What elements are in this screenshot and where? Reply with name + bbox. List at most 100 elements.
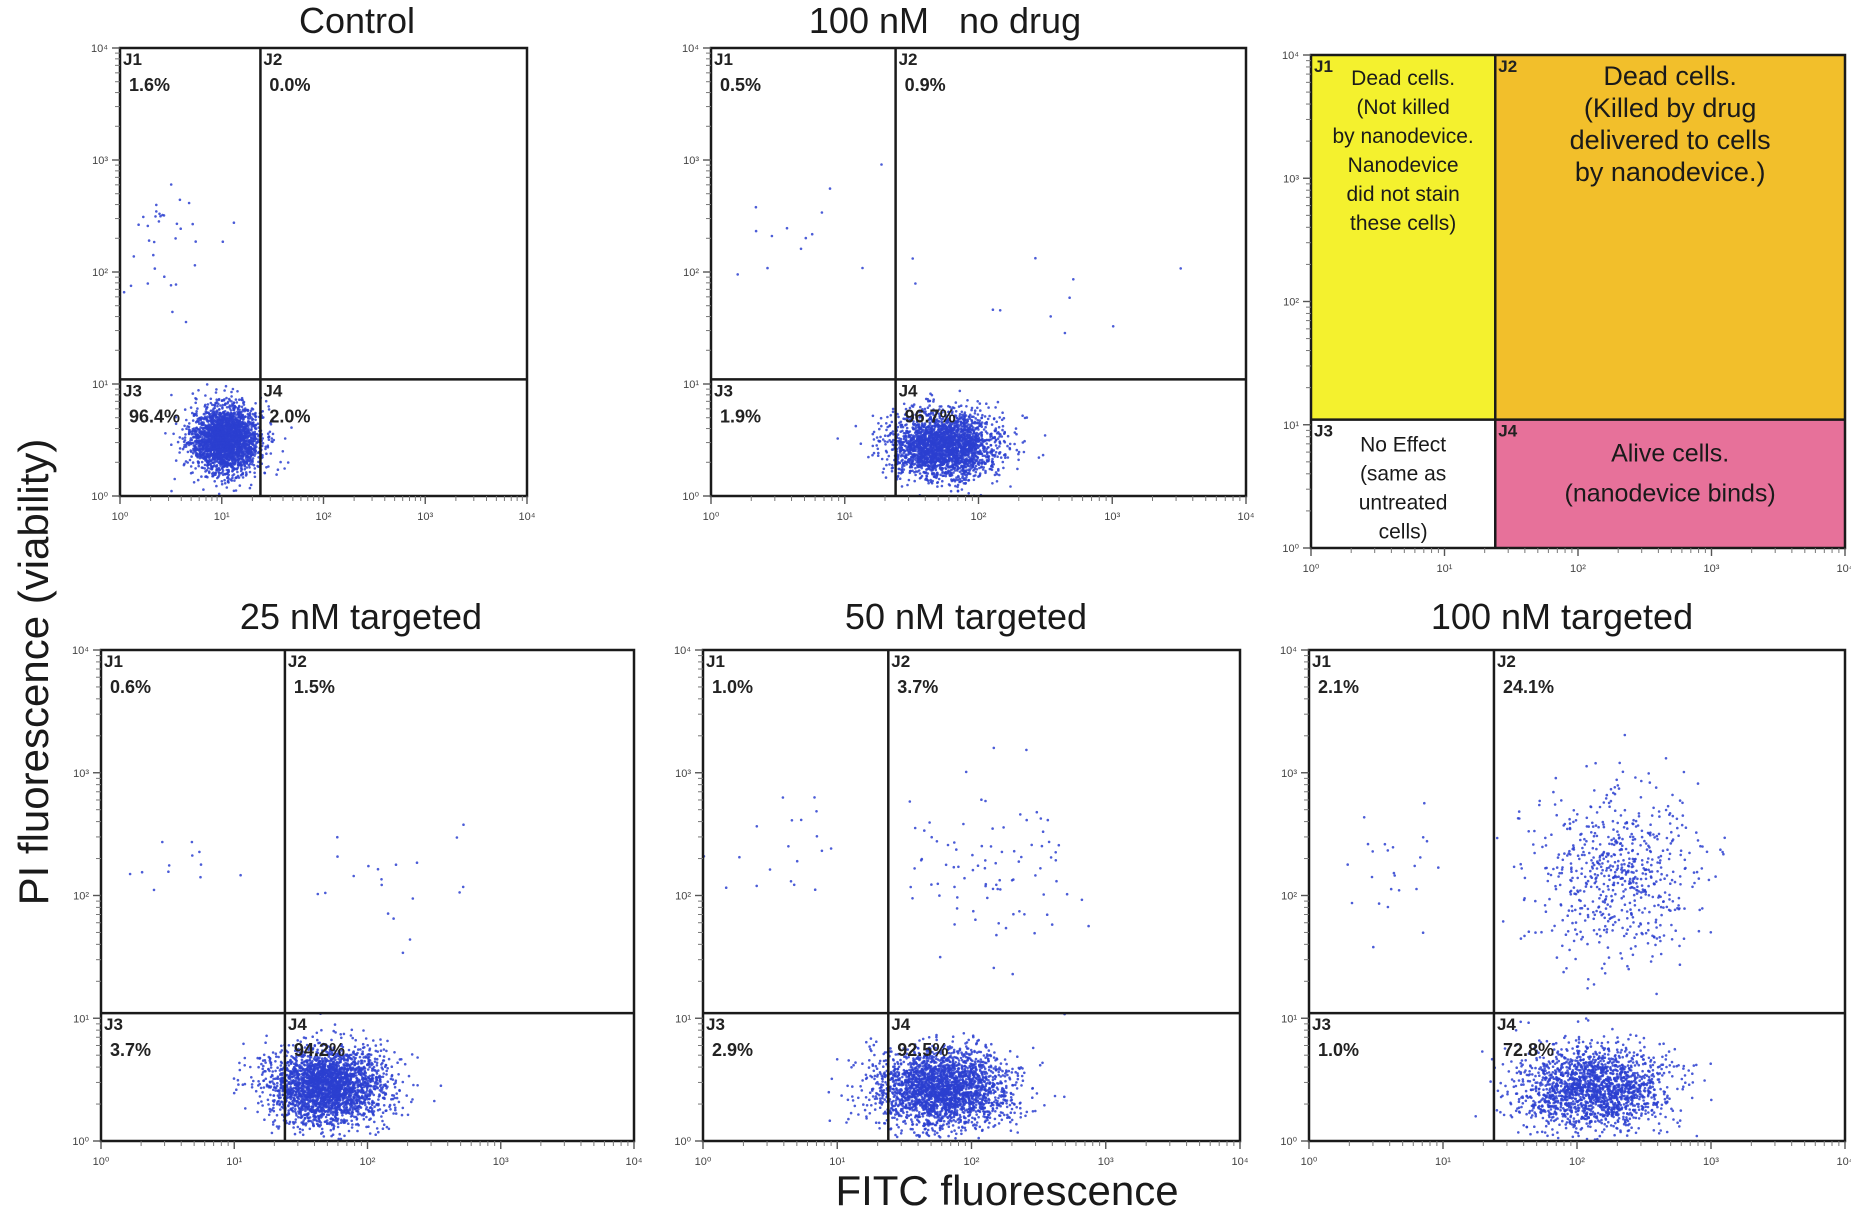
- event-point: [246, 456, 249, 459]
- event-point: [901, 429, 904, 433]
- event-point: [188, 422, 191, 425]
- event-point: [978, 419, 982, 422]
- event-point: [950, 465, 954, 469]
- event-point: [1004, 456, 1007, 460]
- event-point: [191, 392, 195, 395]
- event-point: [214, 471, 217, 475]
- event-point: [157, 220, 161, 223]
- event-point: [912, 457, 915, 461]
- event-point: [223, 398, 226, 401]
- event-point: [243, 453, 246, 456]
- event-point: [871, 414, 875, 418]
- event-point: [215, 419, 218, 422]
- event-point: [265, 452, 268, 456]
- event-point: [921, 433, 924, 437]
- event-point: [974, 428, 977, 431]
- event-point: [216, 410, 219, 414]
- event-point: [231, 474, 234, 477]
- event-point: [271, 432, 275, 436]
- event-point: [227, 463, 231, 467]
- event-point: [220, 480, 224, 483]
- quadrant-area-j4: [260, 379, 527, 496]
- event-point: [974, 464, 978, 468]
- event-point: [885, 463, 888, 467]
- event-point: [930, 461, 934, 465]
- x-tick-label: 10⁰: [112, 511, 129, 523]
- event-point: [986, 417, 990, 421]
- panel-title: 100 nM no drug: [809, 0, 1081, 41]
- event-point: [964, 482, 967, 485]
- event-point: [900, 446, 903, 450]
- event-point: [238, 484, 242, 487]
- event-point: [197, 464, 200, 468]
- event-point: [234, 398, 238, 401]
- event-point: [161, 213, 164, 217]
- event-point: [222, 441, 226, 445]
- event-point: [201, 466, 204, 470]
- event-point: [170, 443, 173, 447]
- event-point: [232, 445, 236, 449]
- event-point: [189, 406, 193, 409]
- event-point: [231, 415, 235, 418]
- event-point: [246, 409, 250, 413]
- event-point: [241, 450, 244, 454]
- quadrant-area-j1: [120, 48, 261, 380]
- event-point: [996, 446, 999, 450]
- event-point: [239, 457, 242, 460]
- event-point: [198, 456, 202, 460]
- event-point: [959, 427, 962, 431]
- event-point: [224, 421, 227, 425]
- event-point: [891, 443, 895, 446]
- event-point: [941, 479, 944, 483]
- event-point: [968, 431, 972, 434]
- event-point: [932, 400, 935, 403]
- event-point: [229, 478, 232, 481]
- event-point: [195, 410, 198, 413]
- event-point: [200, 460, 204, 464]
- event-point: [183, 408, 187, 411]
- event-point: [908, 450, 912, 454]
- quadrant-area-j2: [260, 48, 527, 380]
- event-point: [1013, 442, 1016, 446]
- event-point: [954, 484, 957, 488]
- event-point: [231, 456, 234, 460]
- event-point: [875, 444, 878, 447]
- event-point: [253, 437, 256, 441]
- event-point: [191, 411, 194, 415]
- event-point: [928, 460, 931, 464]
- event-point: [181, 428, 184, 431]
- event-point: [169, 284, 173, 287]
- event-point: [974, 460, 977, 463]
- event-point: [906, 483, 909, 487]
- event-point: [904, 434, 907, 438]
- event-point: [978, 472, 982, 475]
- event-point: [186, 450, 190, 454]
- event-point: [216, 433, 219, 437]
- event-point: [205, 383, 209, 386]
- event-point: [235, 401, 239, 404]
- event-point: [948, 484, 952, 487]
- event-point: [213, 440, 216, 443]
- event-point: [965, 469, 968, 472]
- event-point: [211, 409, 214, 412]
- event-point: [221, 444, 225, 448]
- event-point: [217, 441, 220, 445]
- event-point: [997, 469, 1000, 472]
- event-point: [206, 415, 209, 419]
- event-point: [249, 446, 253, 450]
- event-point: [204, 403, 207, 407]
- event-point: [998, 445, 1001, 448]
- event-point: [197, 461, 200, 464]
- event-point: [212, 458, 215, 461]
- event-point: [196, 478, 200, 482]
- event-point: [969, 467, 972, 471]
- event-point: [880, 424, 883, 428]
- event-point: [219, 461, 222, 464]
- event-point: [152, 240, 156, 244]
- event-point: [872, 451, 876, 455]
- x-tick-label: 10⁴: [519, 511, 536, 523]
- event-point: [198, 422, 201, 426]
- event-point: [990, 432, 993, 436]
- event-point: [984, 425, 987, 429]
- event-point: [880, 457, 884, 461]
